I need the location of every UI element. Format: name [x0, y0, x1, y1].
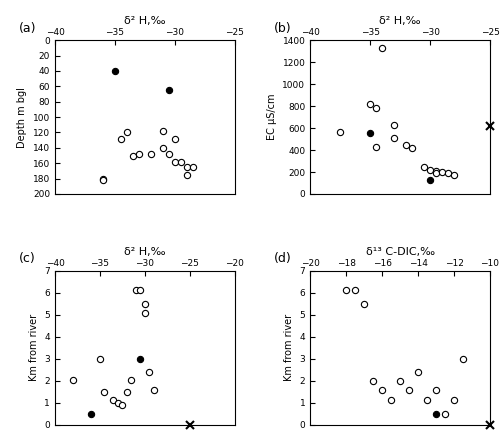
- X-axis label: δ¹³ C-DIC,‰: δ¹³ C-DIC,‰: [366, 247, 434, 257]
- Y-axis label: EC μS/cm: EC μS/cm: [267, 94, 277, 140]
- Text: (d): (d): [274, 253, 292, 266]
- X-axis label: δ² H,‰: δ² H,‰: [124, 247, 166, 257]
- Text: (c): (c): [19, 253, 36, 266]
- Y-axis label: Depth m bgl: Depth m bgl: [18, 87, 28, 148]
- Y-axis label: Km from river: Km from river: [284, 314, 294, 381]
- X-axis label: δ² H,‰: δ² H,‰: [380, 16, 421, 26]
- X-axis label: δ² H,‰: δ² H,‰: [124, 16, 166, 26]
- Y-axis label: Km from river: Km from river: [29, 314, 39, 381]
- Text: (a): (a): [19, 22, 36, 35]
- Text: (b): (b): [274, 22, 292, 35]
